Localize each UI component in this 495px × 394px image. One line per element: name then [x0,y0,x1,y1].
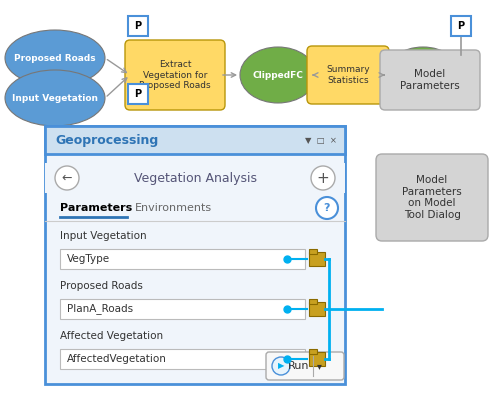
Text: P: P [135,21,142,31]
Ellipse shape [5,30,105,86]
Text: P: P [135,89,142,99]
Text: Affected
Vegetation: Affected Vegetation [395,65,451,85]
Text: AffectedVegetation: AffectedVegetation [67,354,167,364]
Text: ←: ← [62,171,72,184]
Text: Input Vegetation: Input Vegetation [12,93,98,102]
Text: Input Vegetation: Input Vegetation [60,231,147,241]
Text: Summary
Statistics: Summary Statistics [326,65,370,85]
Bar [309,249,317,253]
Text: ClippedFC: ClippedFC [252,71,303,80]
Circle shape [272,357,290,375]
Text: ▾: ▾ [317,361,321,371]
FancyBboxPatch shape [307,46,389,104]
FancyBboxPatch shape [266,352,344,380]
Bar [128,16,148,36]
Bar [45,163,345,193]
Text: PlanA_Roads: PlanA_Roads [67,303,133,314]
Ellipse shape [5,70,105,126]
Bar [60,299,305,319]
Text: ▼  □  ×: ▼ □ × [305,136,337,145]
Bar [451,16,471,36]
Circle shape [316,197,338,219]
Bar [309,349,317,353]
Bar [309,352,325,366]
Text: Vegetation Analysis: Vegetation Analysis [134,171,256,184]
Text: Extract
Vegetation for
Proposed Roads: Extract Vegetation for Proposed Roads [139,60,211,90]
Text: Proposed Roads: Proposed Roads [14,54,96,63]
Text: Run: Run [288,361,310,371]
Text: +: + [317,171,329,186]
Text: ?: ? [324,203,330,213]
FancyBboxPatch shape [125,40,225,110]
Circle shape [55,166,79,190]
Text: Proposed Roads: Proposed Roads [60,281,143,291]
Text: Parameters: Parameters [60,203,132,213]
Bar [60,249,305,269]
Text: P: P [457,21,465,31]
Bar [60,349,305,369]
Bar [45,126,345,384]
Text: Affected Vegetation: Affected Vegetation [60,331,163,341]
Bar [309,252,325,266]
Text: Geoprocessing: Geoprocessing [55,134,158,147]
Bar [309,299,317,303]
Bar [309,302,325,316]
Text: VegType: VegType [67,254,110,264]
Bar [128,84,148,104]
Bar [45,126,345,154]
Text: Model
Parameters
on Model
Tool Dialog: Model Parameters on Model Tool Dialog [402,175,462,220]
FancyBboxPatch shape [380,50,480,110]
Circle shape [311,166,335,190]
Text: Model
Parameters: Model Parameters [400,69,460,91]
Text: Environments: Environments [135,203,212,213]
Ellipse shape [240,47,316,103]
Ellipse shape [385,47,461,103]
FancyBboxPatch shape [376,154,488,241]
Text: ▶: ▶ [278,362,284,370]
